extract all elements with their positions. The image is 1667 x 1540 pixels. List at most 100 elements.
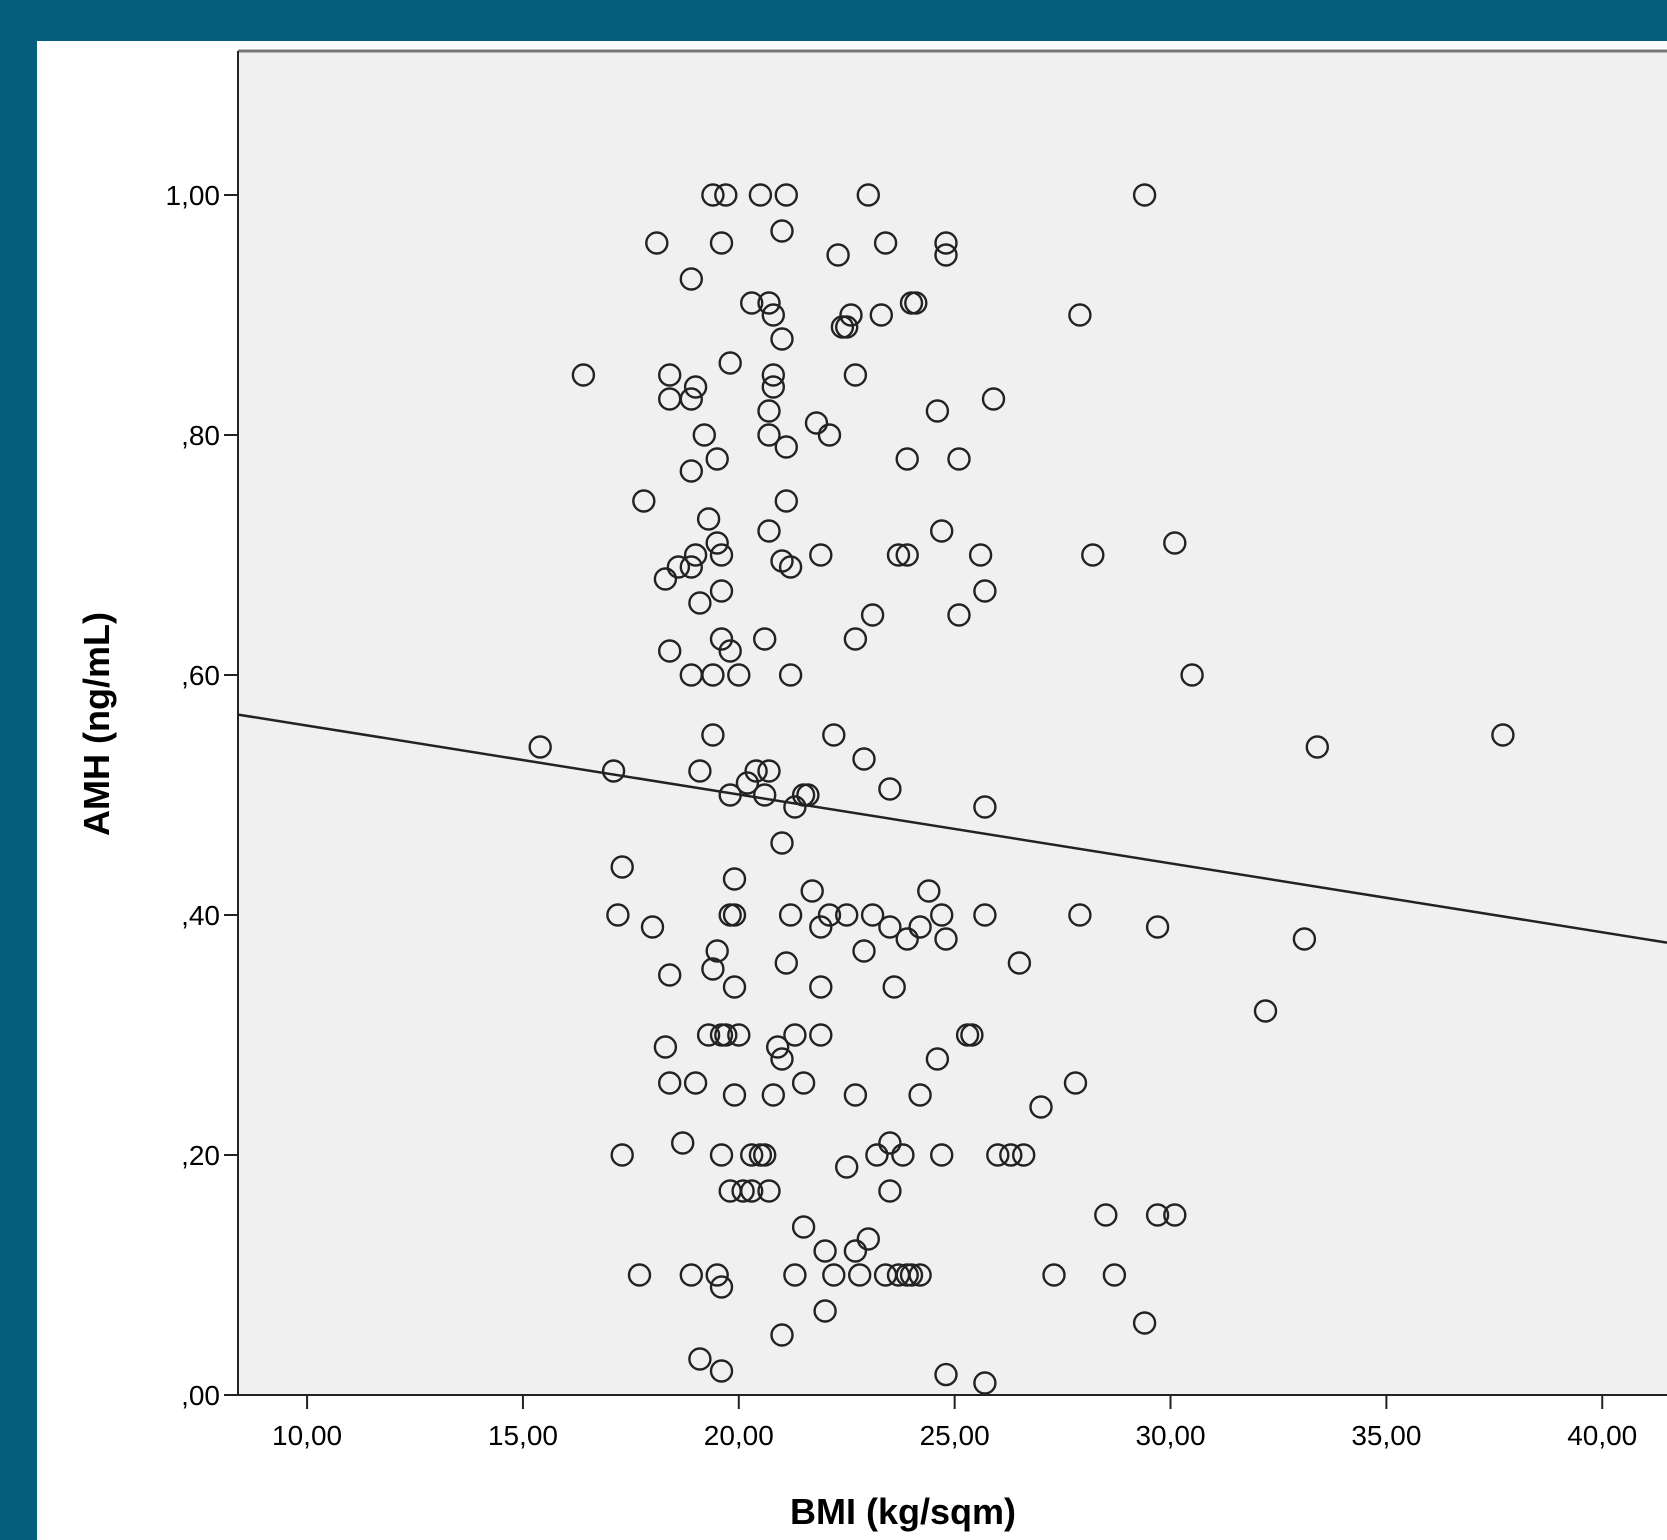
y-tick-label: ,60 [181,660,220,691]
data-point [852,939,876,963]
data-point [917,879,941,903]
data-point [839,303,863,327]
data-point [835,1155,859,1179]
data-point [653,1035,678,1059]
data-point [973,1371,997,1395]
data-point [796,783,820,807]
data-point [701,957,725,981]
data-point [908,1263,932,1287]
data-point [895,447,919,471]
data-point [783,1263,807,1287]
data-point [705,1263,729,1287]
data-point [718,783,742,807]
data-point [783,795,807,819]
data-point [830,315,855,339]
data-point [908,915,932,939]
data-point [666,555,691,579]
data-point [757,423,781,447]
data-point [683,543,708,567]
data-point [753,1143,777,1167]
data-point [809,543,833,567]
data-point [1292,927,1317,951]
data-point [791,1215,816,1239]
figure-frame: ,00 ,20 ,40 ,60 ,80 1,00 10,00 15,00 20,00 25,00 3… [37,41,1667,1540]
data-point [705,531,729,555]
y-tick-label: ,80 [181,420,220,451]
data-point [1081,543,1105,567]
data-point [753,627,777,651]
data-point [696,507,721,531]
data-point [770,831,794,855]
data-point [813,1299,837,1323]
data-point [722,975,747,999]
data-point [809,915,833,939]
data-point [791,1071,816,1095]
data-point [714,183,738,207]
data-point [817,423,842,447]
data-point [774,435,798,459]
data-point [968,543,993,567]
data-point [683,1071,708,1095]
data-point [843,363,868,387]
data-point [688,759,712,783]
data-point [981,387,1006,411]
data-point [835,903,859,927]
data-point [826,243,850,267]
data-point [606,903,630,927]
data-point [683,375,708,399]
data-point [886,543,911,567]
y-tick-label: ,40 [181,900,220,931]
data-point [934,231,958,255]
x-tick-label: 15,00 [488,1420,558,1451]
x-axis-title: BMI (kg/sqm) [790,1491,1016,1532]
data-point [757,759,781,783]
data-point [999,1143,1023,1167]
data-point [658,1071,682,1095]
data-point [947,603,971,627]
data-point [640,915,665,939]
x-tick-label: 10,00 [272,1420,342,1451]
data-point [610,1143,634,1167]
data-point [744,759,768,783]
data-point [774,183,798,207]
data-point [748,183,773,207]
data-point [822,723,846,747]
data-point [973,903,997,927]
data-point [714,1023,738,1047]
data-point [865,1143,889,1167]
data-point [947,447,971,471]
data-point [701,663,725,687]
data-point [843,1083,868,1107]
data-point [934,927,958,951]
data-point [1007,951,1032,975]
data-point [1180,663,1204,687]
data-point [627,1263,652,1287]
data-point [757,519,781,543]
data-point [1491,723,1515,747]
data-point [1305,735,1330,759]
data-point [1132,183,1157,207]
data-point [740,1143,764,1167]
data-point [878,1179,902,1203]
data-point [1102,1263,1127,1287]
data-point [934,1362,958,1387]
data-point [930,519,954,543]
data-point [878,777,902,801]
data-point [843,1239,868,1263]
data-point [869,303,893,327]
data-point [1068,903,1092,927]
data-point [1094,1203,1118,1227]
data-point [722,903,747,927]
data-point [709,579,734,603]
data-point [709,231,734,255]
regression-line [237,713,1667,944]
data-point [770,1323,794,1347]
data-point [934,243,958,267]
data-point [895,927,919,951]
data-point [809,1023,833,1047]
data-point [757,291,781,315]
data-point [601,759,626,783]
data-point [761,363,785,387]
data-point [770,1047,794,1071]
data-point [709,1275,734,1299]
